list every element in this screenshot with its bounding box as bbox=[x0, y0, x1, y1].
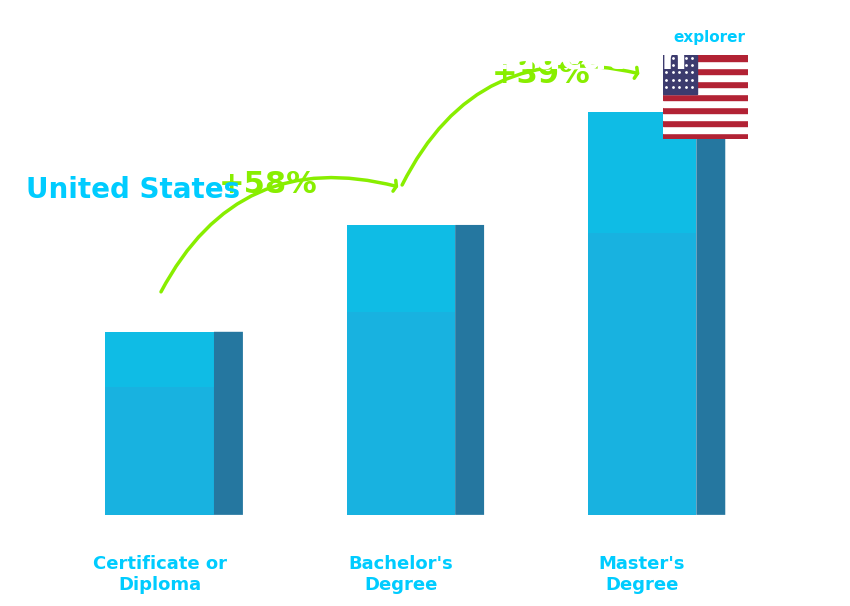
Bar bbox=[663, 126, 748, 133]
Text: Information Security Engineer: Information Security Engineer bbox=[26, 121, 400, 145]
Polygon shape bbox=[214, 332, 243, 515]
Polygon shape bbox=[105, 332, 214, 387]
Polygon shape bbox=[696, 112, 725, 515]
Polygon shape bbox=[588, 112, 696, 233]
Text: 92,800 USD: 92,800 USD bbox=[335, 184, 453, 202]
Bar bbox=[663, 94, 748, 100]
Text: +58%: +58% bbox=[218, 170, 318, 199]
Text: Certificate or
Diploma: Certificate or Diploma bbox=[93, 555, 227, 594]
Text: explorer: explorer bbox=[673, 30, 745, 45]
Bar bbox=[663, 74, 748, 81]
Polygon shape bbox=[455, 225, 484, 515]
Bar bbox=[663, 55, 748, 61]
Text: United States: United States bbox=[26, 176, 240, 204]
Text: +39%: +39% bbox=[491, 60, 590, 89]
Bar bbox=[663, 68, 748, 74]
Bar bbox=[663, 113, 748, 120]
Polygon shape bbox=[347, 225, 455, 515]
Polygon shape bbox=[347, 225, 455, 312]
Bar bbox=[663, 87, 748, 94]
Bar bbox=[663, 107, 748, 113]
Text: 58,600 USD: 58,600 USD bbox=[94, 291, 212, 309]
Bar bbox=[663, 120, 748, 126]
Bar bbox=[663, 81, 748, 87]
Text: Bachelor's
Degree: Bachelor's Degree bbox=[348, 555, 453, 594]
Text: 129,000 USD: 129,000 USD bbox=[575, 72, 706, 89]
Text: Average Yearly Salary: Average Yearly Salary bbox=[823, 273, 833, 394]
Bar bbox=[663, 100, 748, 107]
Bar bbox=[663, 133, 748, 139]
Polygon shape bbox=[588, 112, 696, 515]
Bar bbox=[663, 55, 697, 94]
Text: Master's
Degree: Master's Degree bbox=[598, 555, 685, 594]
Text: salary: salary bbox=[612, 30, 665, 45]
Polygon shape bbox=[105, 332, 214, 515]
Text: .com: .com bbox=[743, 30, 784, 45]
Text: Salary Comparison By Education: Salary Comparison By Education bbox=[26, 42, 687, 76]
Bar bbox=[663, 61, 748, 68]
